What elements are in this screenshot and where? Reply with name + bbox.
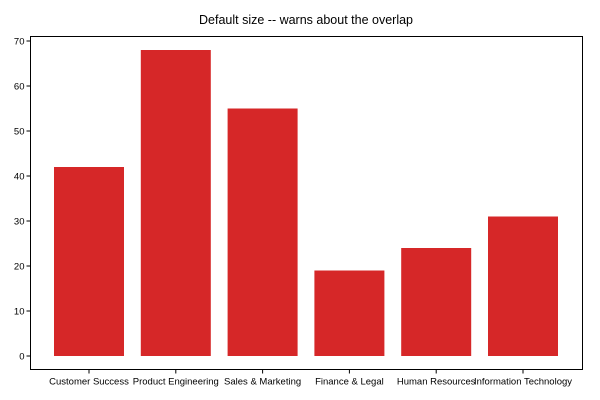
plot-frame: [30, 36, 583, 370]
x-tick-label: Finance & Legal: [315, 377, 384, 388]
y-tick-label: 0: [19, 352, 24, 363]
bar-customer-success: [54, 167, 124, 356]
bars-group: [54, 50, 558, 356]
y-tick-label: 70: [14, 37, 25, 48]
y-tick-label: 40: [14, 172, 25, 183]
y-tick-label: 30: [14, 217, 25, 228]
bar-information-technology: [488, 216, 558, 356]
x-tick-label: Product Engineering: [133, 377, 219, 388]
bar-finance-and-legal: [314, 270, 385, 356]
y-tick-label: 20: [14, 262, 25, 273]
y-tick-label: 60: [14, 82, 25, 93]
y-tick-label: 50: [14, 127, 25, 138]
y-tick-label: 10: [14, 307, 25, 318]
chart-title: Default size -- warns about the overlap: [199, 13, 413, 27]
bar-sales-and-marketing: [227, 108, 298, 356]
x-tick-label: Sales & Marketing: [224, 377, 301, 388]
bar-human-resources: [401, 248, 472, 356]
bar-product-engineering: [140, 50, 211, 356]
x-tick-label: Human Resources: [397, 377, 476, 388]
x-tick-label: Information Technology: [474, 377, 572, 388]
x-tick-label: Customer Success: [49, 377, 129, 388]
y-axis: 0 10 20 30 40 50 60 70: [14, 37, 31, 363]
x-axis: Customer Success Product Engineering Sales…: [49, 369, 572, 388]
